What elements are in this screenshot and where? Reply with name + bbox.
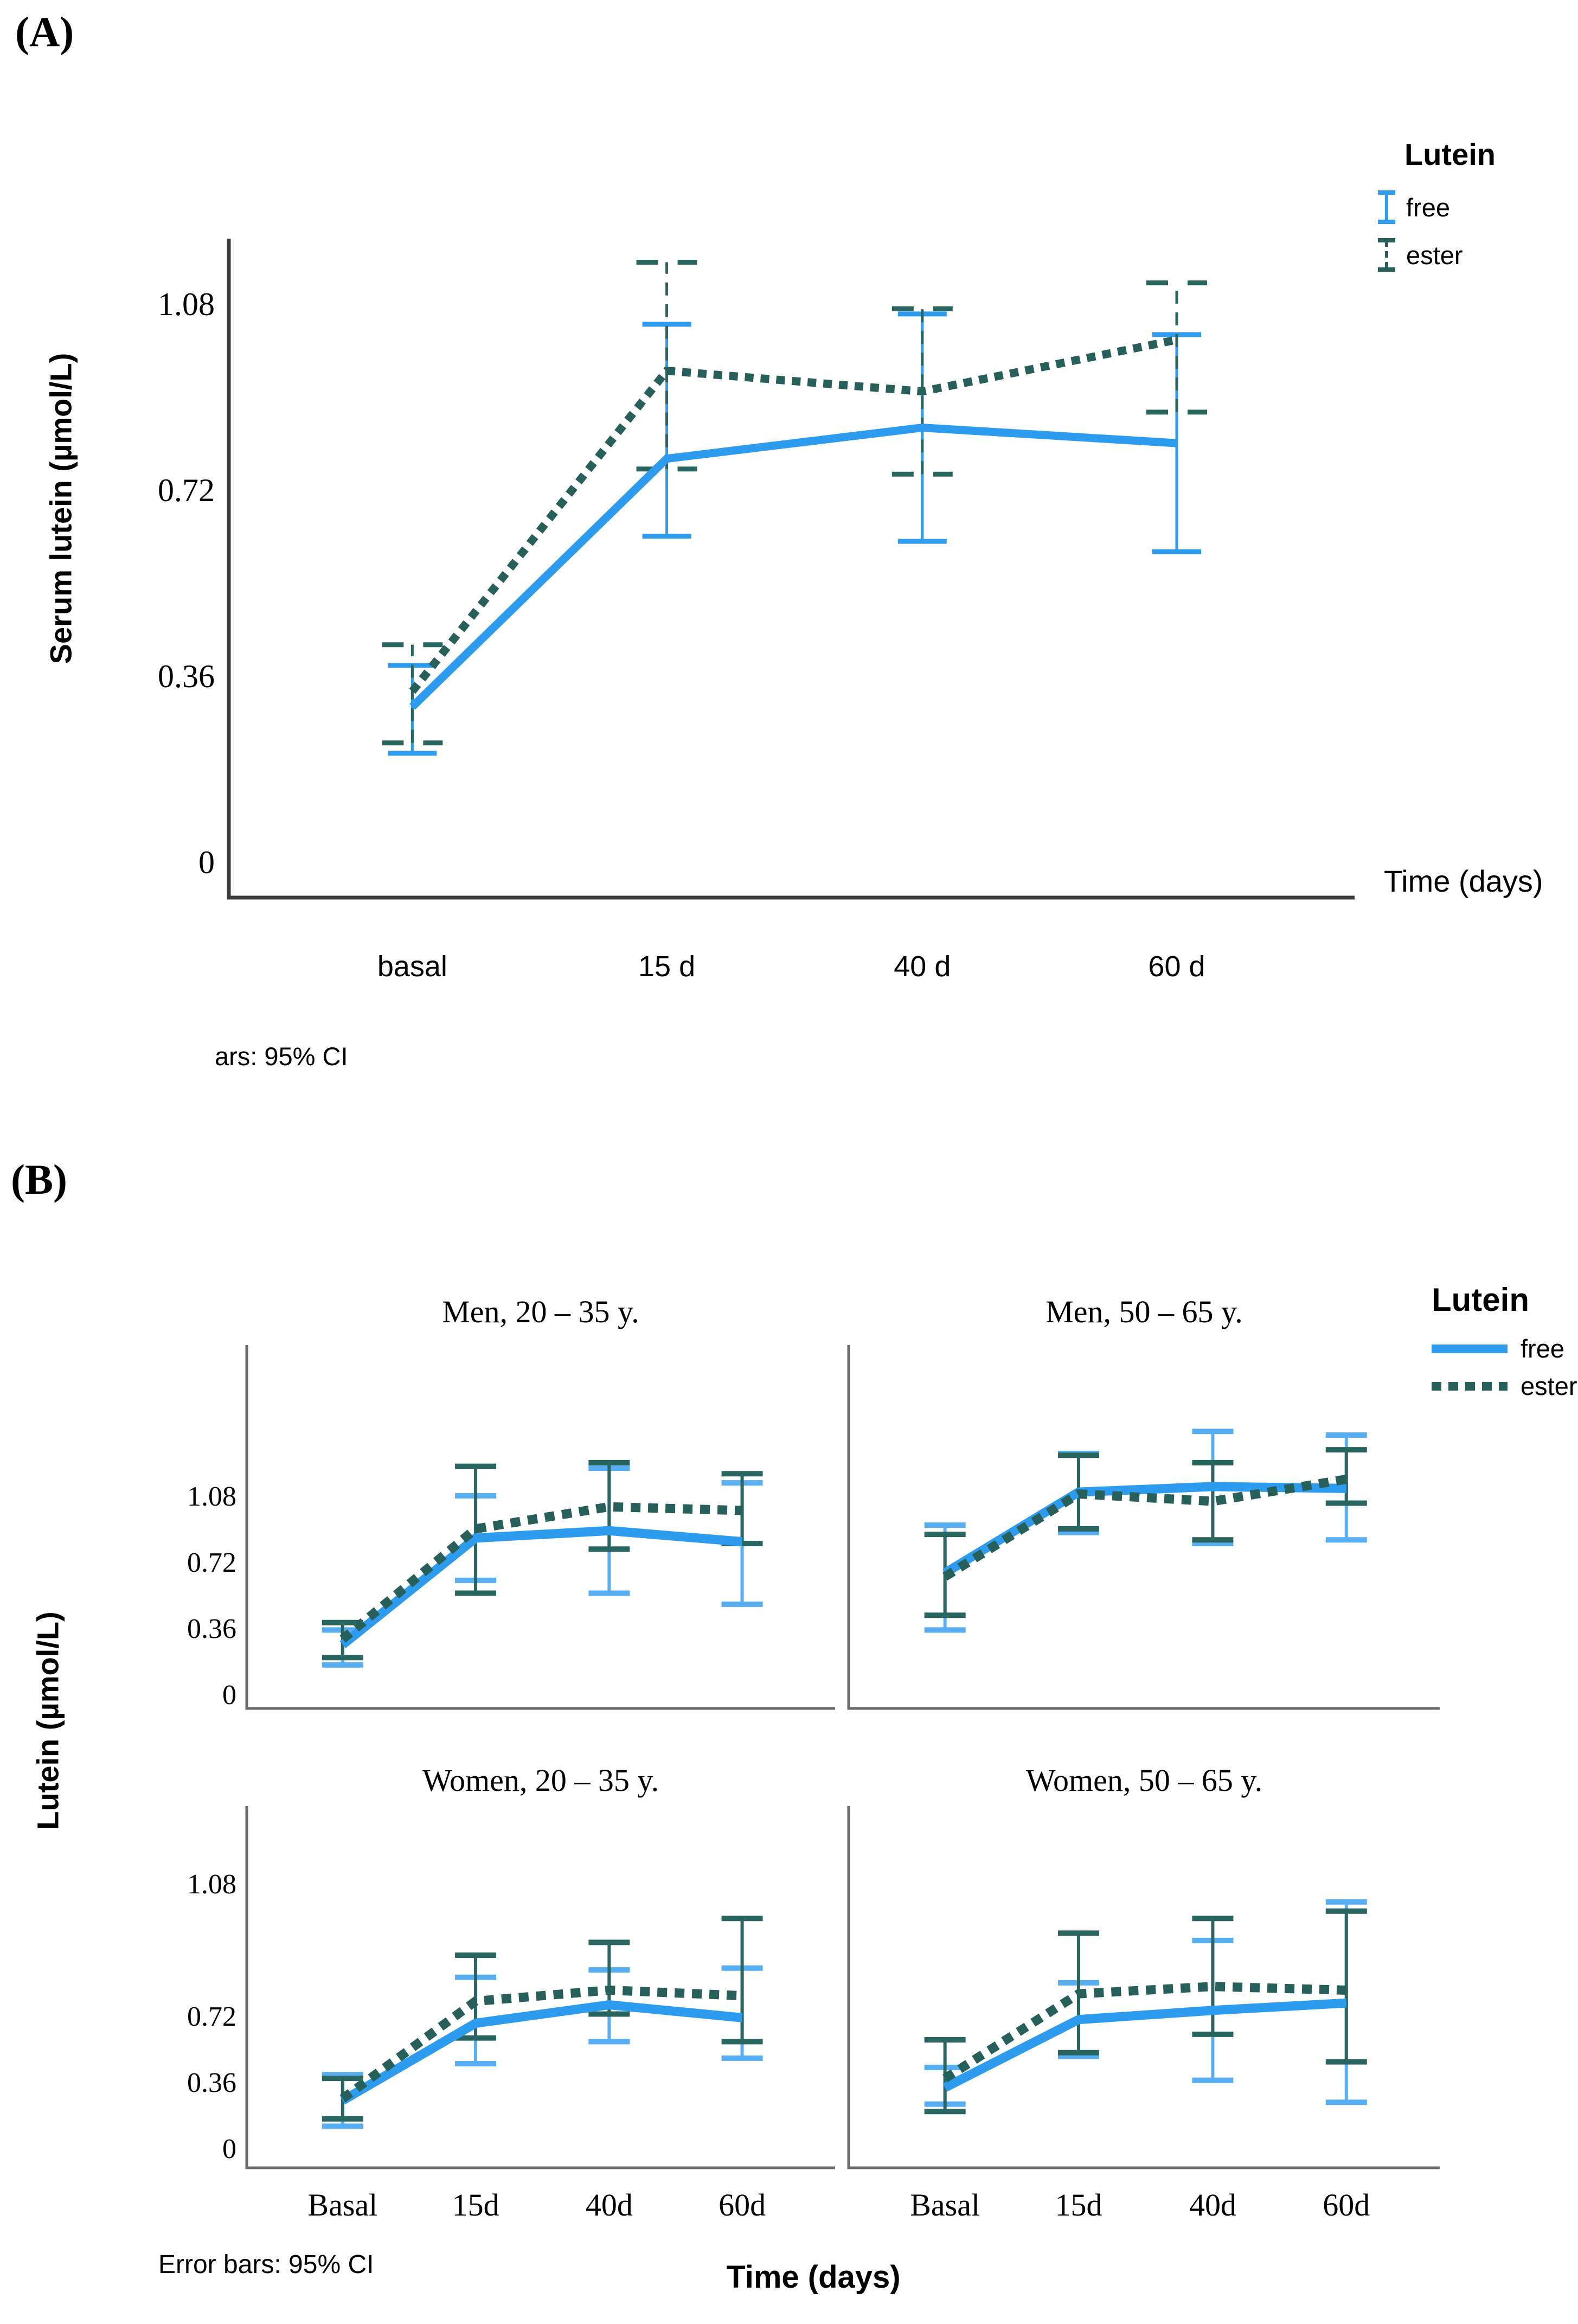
svg-text:0.36: 0.36: [158, 658, 215, 694]
panel-b-legend-title: Lutein: [1432, 1282, 1529, 1318]
panel-a-chart: 0 0.36 0.72 1.08 basal 15 d 40 d 60 d: [158, 239, 1355, 983]
panel-a-legend-item-ester: ester: [1375, 235, 1554, 275]
svg-text:0.72: 0.72: [187, 1547, 236, 1578]
svg-text:15d: 15d: [1055, 2187, 1102, 2223]
panel-a-legend-item-free: free: [1375, 187, 1554, 227]
svg-text:Men, 50 – 65 y.: Men, 50 – 65 y.: [1045, 1294, 1243, 1329]
free-line-icon: [1432, 1344, 1508, 1353]
panel-b-legend: Lutein free ester: [1432, 1281, 1578, 1401]
panel-b-y-axis-title: Lutein (µmol/L): [30, 1611, 65, 1830]
panel-a-label: (A): [15, 8, 74, 55]
svg-text:15 d: 15 d: [638, 950, 695, 983]
svg-text:Basal: Basal: [307, 2187, 377, 2223]
legend-item-label: free: [1406, 193, 1450, 222]
svg-text:40d: 40d: [586, 2187, 633, 2223]
svg-text:40d: 40d: [1189, 2187, 1236, 2223]
svg-text:1.08: 1.08: [158, 286, 215, 322]
panel-b-legend-item-free: free: [1432, 1334, 1578, 1363]
panel-b-label: (B): [11, 1156, 67, 1203]
panel-b-caption: Error bars: 95% CI: [158, 2250, 374, 2279]
svg-text:1.08: 1.08: [187, 1869, 236, 1900]
svg-text:Men, 20 – 35 y.: Men, 20 – 35 y.: [442, 1294, 639, 1329]
svg-text:15d: 15d: [452, 2187, 499, 2223]
legend-item-label: ester: [1406, 240, 1463, 270]
legend-item-label: ester: [1521, 1372, 1577, 1400]
svg-text:0.72: 0.72: [187, 2001, 236, 2032]
svg-text:0.72: 0.72: [158, 472, 215, 508]
svg-text:60d: 60d: [719, 2187, 766, 2223]
svg-text:Women, 50 – 65 y.: Women, 50 – 65 y.: [1026, 1763, 1262, 1798]
legend-item-label: free: [1521, 1334, 1564, 1363]
svg-text:0: 0: [222, 2134, 236, 2165]
svg-text:Basal: Basal: [910, 2187, 980, 2223]
svg-text:Women, 20 – 35 y.: Women, 20 – 35 y.: [422, 1763, 659, 1798]
panel-b-chart: Men, 20 – 35 y. 0 0.36 0.72 1.08 Men, 50 – 65…: [187, 1294, 1440, 2223]
svg-text:0.36: 0.36: [187, 2067, 236, 2098]
ester-line-icon: [1432, 1381, 1508, 1391]
svg-text:60 d: 60 d: [1148, 950, 1205, 983]
panel-a-y-axis-title: Serum lutein (µmol/L): [43, 353, 78, 664]
panel-a-legend: Lutein free ester: [1375, 137, 1554, 275]
free-errorbar-icon: [1378, 190, 1395, 224]
panel-a-x-axis-title: Time (days): [1384, 864, 1543, 898]
svg-text:40 d: 40 d: [894, 950, 951, 983]
panel-a-caption: ars: 95% CI: [215, 1042, 348, 1071]
panel-b-x-axis-title: Time (days): [726, 2259, 901, 2295]
svg-text:basal: basal: [377, 950, 447, 983]
panel-b-legend-item-ester: ester: [1432, 1371, 1578, 1401]
svg-text:0.36: 0.36: [187, 1614, 236, 1644]
ester-errorbar-icon: [1378, 238, 1395, 272]
svg-text:60d: 60d: [1323, 2187, 1370, 2223]
panel-a-legend-title: Lutein: [1404, 137, 1496, 171]
svg-text:0: 0: [198, 844, 215, 880]
svg-text:0: 0: [222, 1680, 236, 1711]
svg-text:1.08: 1.08: [187, 1481, 236, 1512]
